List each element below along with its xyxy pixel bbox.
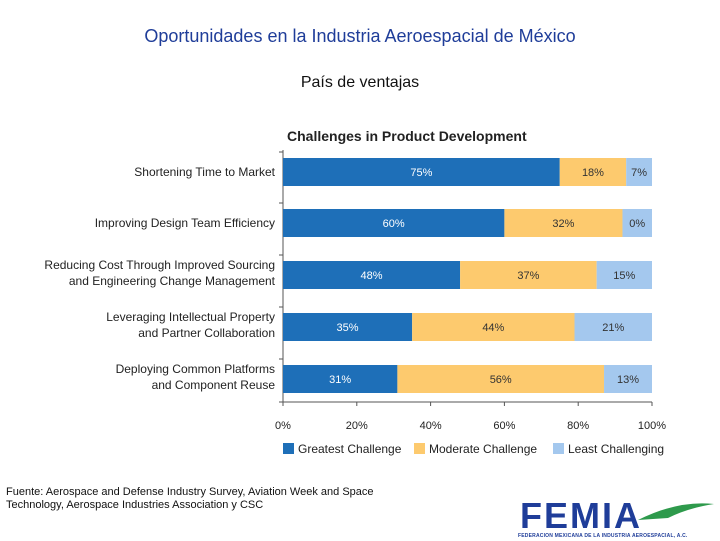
bar-segment [622, 209, 652, 237]
source-note: Fuente: Aerospace and Defense Industry S… [6, 486, 374, 511]
logo-wordmark: FEMIA [520, 496, 642, 536]
data-label: 35% [337, 322, 359, 334]
data-label: 7% [631, 167, 647, 179]
bar-segment [504, 209, 623, 237]
category-label: and Engineering Change Management [69, 274, 276, 288]
slide-title: Oportunidades en la Industria Aeroespaci… [144, 26, 576, 46]
bar-segment [604, 365, 652, 393]
data-label: 21% [602, 322, 624, 334]
bar-segment [596, 261, 652, 289]
femia-logo-mark: FEMIA [520, 495, 714, 536]
bar-segment [283, 209, 505, 237]
data-label: 56% [490, 374, 512, 386]
bar-segment [283, 261, 461, 289]
legend-swatch [553, 443, 564, 454]
data-label: 32% [552, 218, 574, 230]
x-tick-label: 100% [638, 420, 666, 432]
logo-tagline: FEDERACION MEXICANA DE LA INDUSTRIA AERO… [518, 533, 688, 539]
data-label: 31% [329, 374, 351, 386]
femia-logo: FEMIA FEDERACION MEXICANA DE LA INDUSTRI… [518, 495, 718, 540]
bar-segment [397, 365, 605, 393]
legend-label: Greatest Challenge [298, 442, 402, 456]
category-label: Deploying Common Platforms [116, 362, 275, 376]
bar-segment [412, 313, 575, 341]
data-label: 15% [613, 270, 635, 282]
category-label: and Partner Collaboration [138, 326, 275, 340]
data-label: 60% [383, 218, 405, 230]
data-label: 44% [482, 322, 504, 334]
category-label: Leveraging Intellectual Property [106, 310, 275, 324]
bar-segment [283, 365, 398, 393]
x-tick-label: 80% [567, 420, 589, 432]
category-label: Improving Design Team Efficiency [95, 216, 275, 230]
legend-swatch [414, 443, 425, 454]
x-tick-label: 40% [420, 420, 442, 432]
category-label: Reducing Cost Through Improved Sourcing [44, 258, 275, 272]
chart-title: Challenges in Product Development [287, 128, 527, 144]
category-label: and Component Reuse [152, 378, 276, 392]
bar-segment [283, 313, 413, 341]
data-label: 75% [410, 167, 432, 179]
data-label: 37% [517, 270, 539, 282]
x-tick-label: 20% [346, 420, 368, 432]
legend-label: Least Challenging [568, 442, 664, 456]
bar-segment [460, 261, 597, 289]
bar-segment [626, 158, 652, 186]
x-tick-label: 60% [493, 420, 515, 432]
data-label: 13% [617, 374, 639, 386]
category-label: Shortening Time to Market [134, 165, 275, 179]
legend-swatch [283, 443, 294, 454]
data-label: 48% [361, 270, 383, 282]
bar-segment [574, 313, 652, 341]
slide-subtitle: País de ventajas [300, 74, 420, 91]
bar-segment [559, 158, 627, 186]
x-tick-label: 0% [275, 420, 291, 432]
bar-segment [283, 158, 560, 186]
data-label: 18% [582, 167, 604, 179]
legend-label: Moderate Challenge [429, 442, 537, 456]
data-label: 0% [629, 218, 645, 230]
logo-swoosh-icon [638, 503, 714, 520]
